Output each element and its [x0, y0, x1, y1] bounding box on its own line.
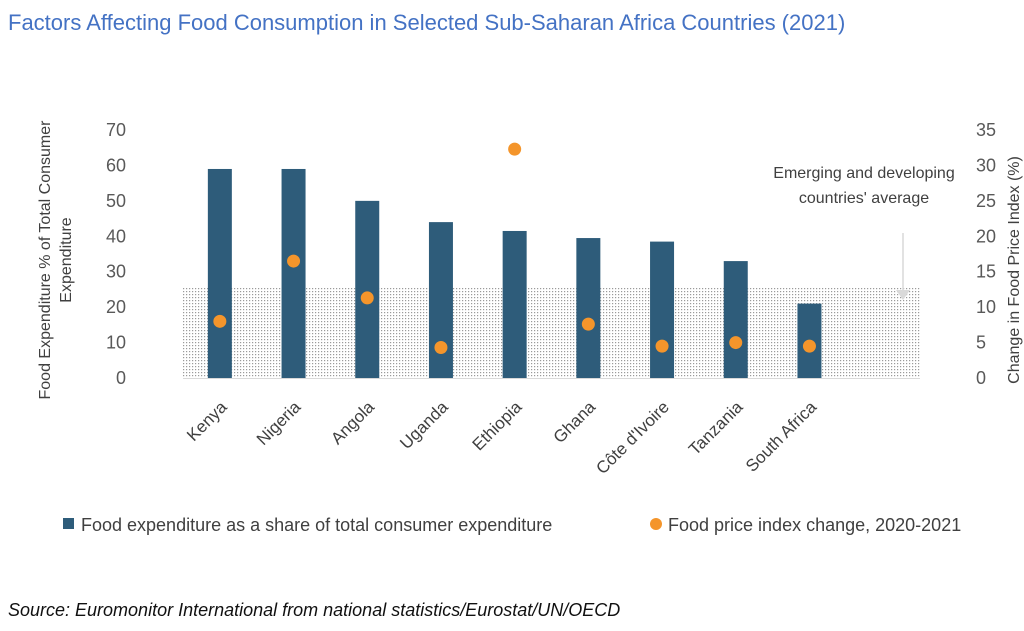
legend: Food expenditure as a share of total con…	[63, 515, 961, 535]
y-tick-label: 30	[106, 262, 126, 282]
y-tick-label: 60	[106, 155, 126, 175]
dot-c-te-d-ivoire	[655, 339, 669, 353]
bar-ghana	[576, 238, 601, 378]
y-tick-label: 10	[106, 333, 126, 353]
bar-ethiopia	[502, 230, 527, 378]
y2-tick-label: 5	[976, 333, 986, 353]
dot-kenya	[213, 314, 227, 328]
dot-south-africa	[802, 339, 816, 353]
y-tick-label: 0	[116, 368, 126, 388]
band-label-line2: countries' average	[799, 190, 929, 207]
band-label-line1: Emerging and developing	[773, 165, 954, 182]
category-label: Angola	[327, 397, 378, 448]
category-label: Ghana	[550, 397, 600, 447]
bar-uganda	[428, 222, 453, 378]
category-label: Nigeria	[253, 397, 305, 449]
y-tick-label: 70	[106, 120, 126, 140]
dot-ethiopia	[508, 142, 522, 156]
y2-tick-label: 30	[976, 155, 996, 175]
dot-nigeria	[287, 254, 301, 268]
bar-c-te-d-ivoire	[650, 241, 675, 378]
bar-angola	[355, 200, 380, 378]
bar-kenya	[207, 168, 232, 378]
band-arrow-head	[896, 290, 910, 300]
dot-tanzania	[729, 336, 743, 350]
legend-bar-swatch	[63, 518, 74, 529]
y2-tick-label: 20	[976, 226, 996, 246]
y2-tick-label: 25	[976, 191, 996, 211]
y-axis-title-line2: Expenditure	[58, 217, 75, 302]
category-label: Uganda	[396, 397, 452, 453]
y2-tick-label: 10	[976, 297, 996, 317]
dot-angola	[360, 291, 374, 305]
source-note: Source: Euromonitor International from n…	[8, 600, 621, 620]
dot-ghana	[581, 317, 595, 331]
legend-dot-swatch	[650, 518, 662, 530]
category-label: Ethiopia	[469, 397, 526, 454]
y2-tick-label: 15	[976, 262, 996, 282]
legend-bar-label: Food expenditure as a share of total con…	[81, 515, 552, 535]
reference-band	[183, 287, 920, 378]
y-axis-title-line1: Food Expenditure % of Total Consumer	[37, 120, 54, 400]
category-label: Kenya	[183, 397, 231, 445]
y-tick-label: 20	[106, 297, 126, 317]
y-tick-label: 40	[106, 226, 126, 246]
category-label: Tanzania	[685, 397, 747, 459]
bar-nigeria	[281, 168, 306, 378]
y-tick-label: 50	[106, 191, 126, 211]
legend-dot-label: Food price index change, 2020-2021	[668, 515, 961, 535]
chart-title: Factors Affecting Food Consumption in Se…	[8, 10, 846, 35]
bar-tanzania	[723, 261, 748, 378]
y2-axis-title: Change in Food Price Index (%)	[1006, 156, 1023, 384]
category-label: Côte d'Ivoire	[592, 397, 673, 478]
y2-tick-label: 0	[976, 368, 986, 388]
dot-uganda	[434, 341, 448, 355]
category-label: South Africa	[742, 397, 821, 476]
y2-tick-label: 35	[976, 120, 996, 140]
